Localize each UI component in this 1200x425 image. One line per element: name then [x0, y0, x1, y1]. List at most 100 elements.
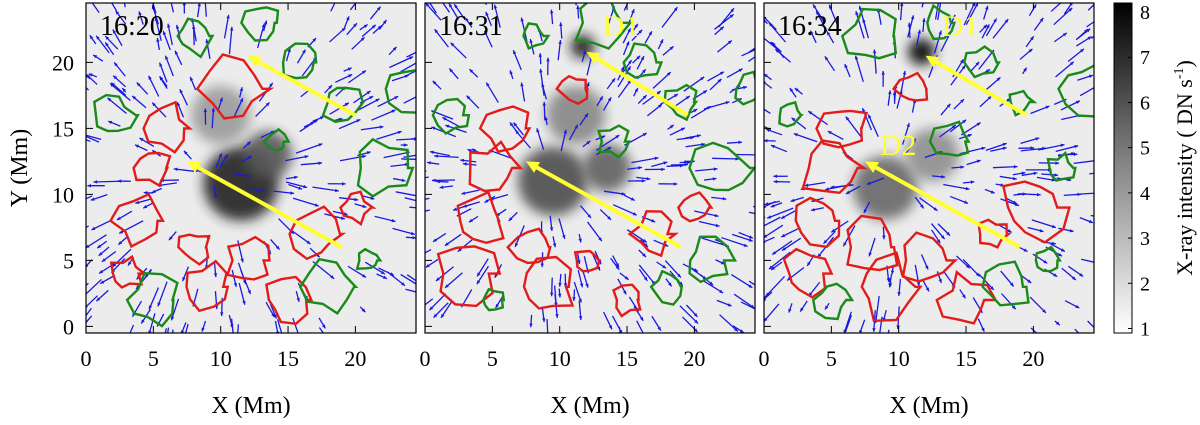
velocity-vector-head: [114, 62, 118, 67]
feature-label: D1: [942, 10, 979, 43]
velocity-vector: [919, 197, 938, 212]
velocity-vector-head: [890, 270, 895, 275]
velocity-vector-head: [669, 46, 674, 50]
positive-contour: [195, 53, 275, 120]
velocity-vector-head: [624, 276, 629, 280]
velocity-vector-head: [1097, 0, 1101, 2]
velocity-vector-head: [493, 4, 498, 9]
velocity-vector-head: [429, 306, 434, 311]
velocity-vector-head: [620, 66, 625, 71]
velocity-vector-head: [986, 69, 991, 73]
velocity-vector-head: [642, 133, 647, 137]
velocity-vector-head: [920, 204, 924, 209]
velocity-vector: [154, 16, 162, 41]
velocity-vector-head: [598, 237, 602, 242]
velocity-vector-head: [113, 75, 118, 80]
velocity-vector-head: [330, 275, 335, 279]
velocity-vector-head: [1055, 321, 1060, 326]
velocity-vector-head: [960, 165, 965, 169]
velocity-vector-head: [679, 164, 684, 168]
velocity-vector-head: [888, 90, 892, 95]
velocity-vector: [428, 293, 447, 311]
velocity-vector: [148, 313, 156, 333]
velocity-vector-head: [1042, 309, 1046, 313]
velocity-vector-head: [363, 24, 368, 28]
velocity-vector-head: [622, 290, 627, 295]
velocity-vector: [223, 14, 230, 39]
velocity-vector: [1087, 3, 1094, 11]
velocity-vector-head: [263, 20, 268, 25]
negative-contour: [926, 3, 957, 41]
annotation-arrow: [256, 59, 357, 117]
velocity-vector-head: [854, 55, 859, 60]
velocity-vector-head: [546, 57, 550, 62]
velocity-vector-head: [1012, 200, 1017, 204]
velocity-vector: [679, 305, 699, 325]
x-tick-label: 20: [683, 346, 705, 371]
velocity-vector-head: [1028, 48, 1033, 53]
velocity-vector: [1089, 172, 1094, 175]
velocity-vector-head: [78, 289, 82, 293]
velocity-vector-head: [685, 95, 690, 100]
velocity-vector-head: [626, 41, 630, 46]
x-tick-label: 5: [487, 346, 498, 371]
velocity-vector-head: [1069, 229, 1074, 233]
x-tick-label: 0: [420, 346, 431, 371]
velocity-vector: [285, 181, 308, 189]
velocity-vector-head: [639, 316, 644, 321]
velocity-vector-head: [764, 317, 768, 322]
velocity-vector: [721, 236, 748, 247]
velocity-vector: [86, 278, 102, 295]
velocity-vector-head: [630, 197, 635, 201]
velocity-vector-head: [509, 122, 514, 127]
colorbar-tick-label: 6: [1140, 92, 1150, 114]
velocity-vector: [109, 82, 131, 102]
velocity-vector-head: [703, 90, 707, 94]
velocity-vector-head: [902, 70, 907, 75]
velocity-vector-head: [549, 227, 554, 231]
velocity-vector-head: [621, 192, 626, 196]
negative-contour: [1034, 245, 1062, 273]
velocity-vector-head: [825, 187, 830, 191]
velocity-vector-head: [229, 26, 234, 31]
velocity-vector-head: [136, 82, 141, 87]
velocity-vector-head: [182, 277, 186, 282]
velocity-vector-head: [899, 3, 904, 7]
velocity-vector-head: [246, 173, 251, 178]
velocity-vector-head: [1002, 142, 1007, 147]
panel-frame: [85, 2, 417, 334]
velocity-vector-head: [362, 204, 367, 208]
velocity-vector-head: [439, 185, 444, 189]
velocity-vector-head: [627, 66, 631, 71]
negative-contour: [811, 282, 855, 321]
velocity-vector: [228, 26, 233, 55]
velocity-vector-head: [118, 240, 123, 245]
velocity-vector: [383, 151, 410, 159]
velocity-vector-head: [161, 344, 164, 348]
velocity-vector-head: [529, 323, 533, 328]
velocity-vector-head: [657, 104, 662, 109]
magnetic-contours: [93, 6, 416, 328]
velocity-vector-head: [827, 131, 832, 135]
velocity-vector: [400, 273, 416, 285]
velocity-vector-head: [536, 128, 540, 133]
velocity-vector-head: [540, 263, 544, 268]
velocity-vector: [587, 221, 603, 242]
velocity-vector-head: [937, 0, 940, 3]
velocity-vector: [1020, 147, 1047, 152]
negative-contour: [622, 42, 664, 79]
positive-contour: [935, 270, 998, 325]
velocity-vector-head: [168, 236, 173, 241]
annotation-arrow-head: [586, 51, 601, 64]
velocity-vector: [1050, 3, 1062, 12]
negative-contour: [981, 260, 1030, 307]
velocity-vector: [230, 318, 234, 333]
velocity-vector-head: [420, 282, 424, 285]
velocity-vector-head: [951, 125, 956, 129]
velocity-vector-head: [346, 16, 350, 21]
velocity-vector-head: [513, 122, 518, 127]
y-tick-label: 20: [52, 50, 74, 75]
velocity-vector-head: [648, 31, 652, 36]
velocity-vector-head: [174, 50, 179, 55]
velocity-vector-head: [466, 95, 471, 100]
